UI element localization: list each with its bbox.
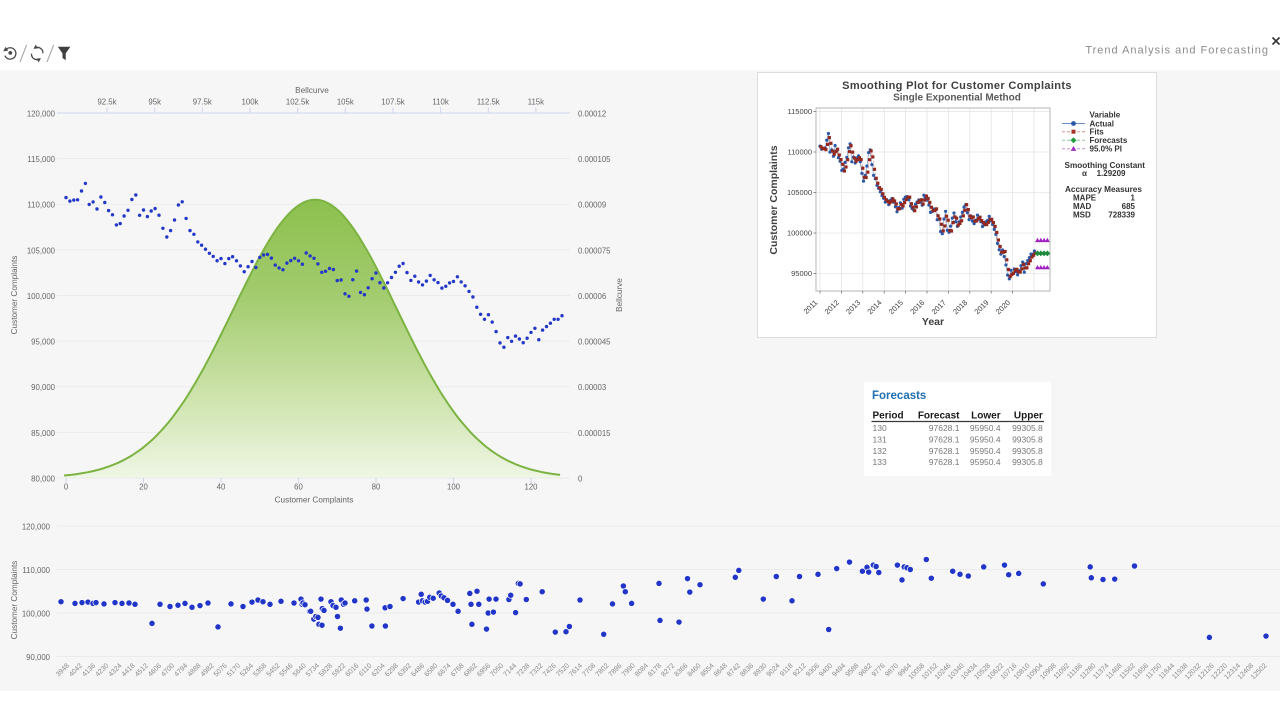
svg-text:Forecast: Forecast <box>918 410 960 421</box>
svg-text:1.29209: 1.29209 <box>1097 169 1126 178</box>
svg-text:0.00009: 0.00009 <box>578 201 606 210</box>
svg-text:99305.8: 99305.8 <box>1012 446 1043 456</box>
svg-text:97628.1: 97628.1 <box>929 446 960 456</box>
svg-text:110,000: 110,000 <box>22 566 50 575</box>
svg-text:110,000: 110,000 <box>27 201 55 210</box>
svg-text:133: 133 <box>873 457 887 467</box>
svg-text:100,000: 100,000 <box>27 292 56 301</box>
svg-text:0: 0 <box>578 474 583 483</box>
svg-text:95.0% PI: 95.0% PI <box>1090 145 1122 154</box>
svg-text:40: 40 <box>217 483 226 492</box>
svg-text:120,000: 120,000 <box>27 109 56 118</box>
svg-text:Lower: Lower <box>971 410 1001 421</box>
svg-text:Period: Period <box>873 410 904 421</box>
svg-text:α: α <box>1082 169 1087 178</box>
svg-text:Actual: Actual <box>1090 119 1114 128</box>
svg-text:Customer Complaints: Customer Complaints <box>768 145 780 254</box>
svg-text:80,000: 80,000 <box>31 474 56 483</box>
svg-text:105k: 105k <box>337 98 354 107</box>
svg-text:Variable: Variable <box>1090 111 1121 120</box>
svg-text:Single Exponential Method: Single Exponential Method <box>893 93 1021 104</box>
svg-text:90,000: 90,000 <box>26 653 51 662</box>
svg-text:60: 60 <box>294 483 303 492</box>
svg-text:95950.4: 95950.4 <box>970 446 1001 456</box>
svg-text:Accuracy Measures: Accuracy Measures <box>1065 185 1142 194</box>
svg-text:80: 80 <box>372 483 381 492</box>
svg-text:132: 132 <box>873 446 887 456</box>
svg-text:Customer Complaints: Customer Complaints <box>10 256 19 335</box>
svg-text:0.000105: 0.000105 <box>578 155 611 164</box>
svg-text:MAD: MAD <box>1073 202 1091 211</box>
svg-text:110000: 110000 <box>788 148 812 157</box>
svg-text:102.5k: 102.5k <box>286 98 310 107</box>
svg-text:112.5k: 112.5k <box>477 98 500 107</box>
svg-text:130: 130 <box>873 423 887 433</box>
svg-text:99305.8: 99305.8 <box>1012 457 1043 467</box>
svg-text:0.000015: 0.000015 <box>578 429 611 438</box>
svg-text:685: 685 <box>1122 202 1136 211</box>
svg-text:95950.4: 95950.4 <box>970 457 1001 467</box>
svg-text:Smoothing Plot for Customer Co: Smoothing Plot for Customer Complaints <box>842 80 1072 92</box>
svg-text:95,000: 95,000 <box>31 338 56 347</box>
svg-text:0.00003: 0.00003 <box>578 383 606 392</box>
svg-text:728339: 728339 <box>1108 211 1135 220</box>
svg-text:Bellcurve: Bellcurve <box>615 278 624 312</box>
svg-text:Trend Analysis and Forecasting: Trend Analysis and Forecasting <box>1085 45 1269 57</box>
svg-text:Year: Year <box>922 316 944 328</box>
svg-text:97628.1: 97628.1 <box>929 457 960 467</box>
svg-text:20: 20 <box>139 483 148 492</box>
svg-text:Upper: Upper <box>1014 410 1043 421</box>
svg-text:90,000: 90,000 <box>31 383 56 392</box>
svg-text:Fits: Fits <box>1090 127 1105 136</box>
svg-text:Forecasts: Forecasts <box>872 390 926 402</box>
svg-text:115000: 115000 <box>788 107 812 116</box>
svg-text:110k: 110k <box>432 98 448 107</box>
svg-text:0.00012: 0.00012 <box>578 109 606 118</box>
svg-text:95950.4: 95950.4 <box>970 435 1001 445</box>
svg-text:Customer Complaints: Customer Complaints <box>275 496 354 505</box>
svg-text:0.000075: 0.000075 <box>578 246 611 255</box>
svg-text:97.5k: 97.5k <box>193 98 212 107</box>
svg-text:Smoothing Constant: Smoothing Constant <box>1065 161 1146 170</box>
svg-text:99305.8: 99305.8 <box>1012 435 1043 445</box>
svg-text:MSD: MSD <box>1073 211 1091 220</box>
svg-text:0: 0 <box>64 483 69 492</box>
svg-text:97628.1: 97628.1 <box>929 423 960 433</box>
svg-text:100k: 100k <box>242 98 259 107</box>
svg-text:95000: 95000 <box>791 269 812 278</box>
svg-text:1: 1 <box>1131 194 1136 203</box>
svg-text:115k: 115k <box>528 98 544 107</box>
svg-text:107.5k: 107.5k <box>381 98 405 107</box>
svg-text:120,000: 120,000 <box>22 522 51 531</box>
svg-text:100,000: 100,000 <box>22 609 51 618</box>
svg-text:99305.8: 99305.8 <box>1012 423 1043 433</box>
svg-text:120: 120 <box>524 483 538 492</box>
svg-text:95k: 95k <box>148 98 161 107</box>
svg-text:95950.4: 95950.4 <box>970 423 1001 433</box>
svg-text:92.5k: 92.5k <box>97 98 116 107</box>
svg-text:100: 100 <box>447 483 461 492</box>
svg-text:85,000: 85,000 <box>31 429 56 438</box>
svg-text:0.000045: 0.000045 <box>578 338 611 347</box>
svg-text:0.00006: 0.00006 <box>578 292 606 301</box>
svg-text:131: 131 <box>873 435 887 445</box>
svg-text:Forecasts: Forecasts <box>1090 136 1128 145</box>
svg-text:MAPE: MAPE <box>1073 194 1097 203</box>
svg-text:100000: 100000 <box>787 229 812 238</box>
svg-text:97628.1: 97628.1 <box>929 435 960 445</box>
svg-text:105,000: 105,000 <box>27 246 56 255</box>
svg-text:105000: 105000 <box>787 188 812 197</box>
svg-text:115,000: 115,000 <box>27 155 55 164</box>
svg-text:Bellcurve: Bellcurve <box>295 86 329 95</box>
svg-text:Customer Complaints: Customer Complaints <box>10 561 19 640</box>
